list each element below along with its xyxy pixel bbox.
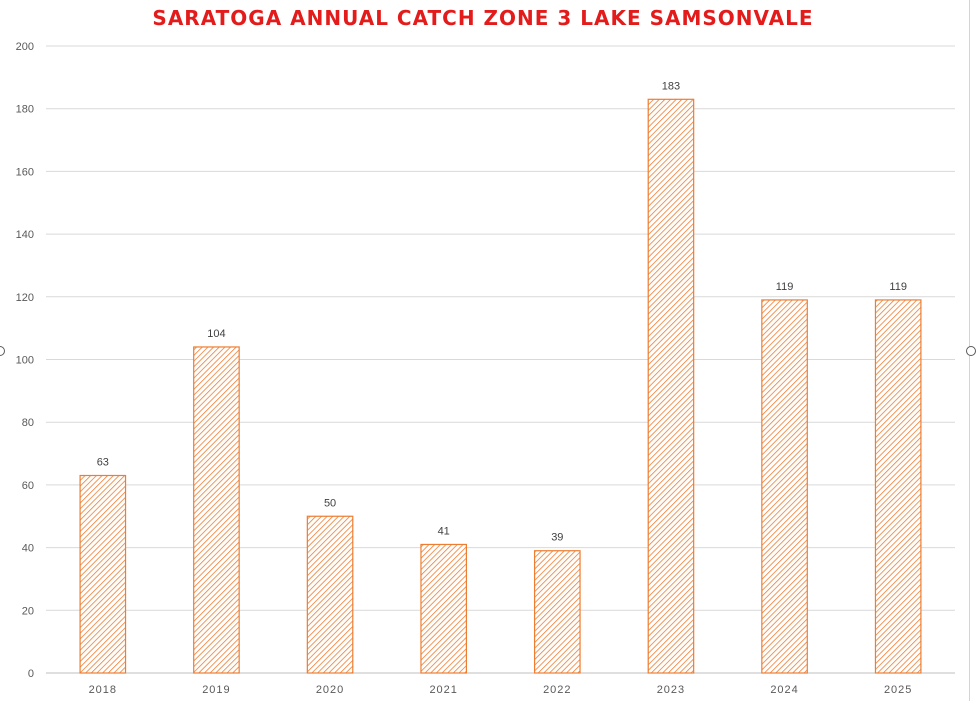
- y-tick-label: 160: [16, 166, 34, 178]
- bar-2019[interactable]: [193, 346, 240, 674]
- x-tick-label-2024: 2024: [770, 684, 798, 696]
- bar-2020[interactable]: [306, 515, 354, 674]
- data-label-2023: 183: [662, 80, 680, 92]
- data-label-2024: 119: [776, 281, 794, 293]
- data-label-2025: 119: [889, 281, 907, 293]
- y-tick-label: 40: [22, 543, 34, 555]
- y-tick-label: 100: [16, 355, 34, 367]
- data-label-2019: 104: [207, 328, 225, 340]
- data-label-2021: 41: [438, 525, 450, 537]
- bar-2022[interactable]: [533, 550, 581, 674]
- y-tick-label: 0: [28, 668, 34, 680]
- y-tick-label: 20: [22, 605, 34, 617]
- x-tick-label-2022: 2022: [543, 684, 571, 696]
- y-tick-label: 80: [22, 417, 34, 429]
- y-tick-label: 200: [16, 41, 34, 53]
- bar-2018[interactable]: [79, 474, 127, 674]
- bar-2023[interactable]: [647, 98, 695, 674]
- y-tick-label: 140: [16, 229, 34, 241]
- y-tick-label: 180: [16, 104, 34, 116]
- x-tick-label-2020: 2020: [316, 684, 344, 696]
- data-label-2022: 39: [551, 532, 563, 544]
- data-labels: 63 104 50 41 39 183 119 119: [97, 80, 907, 543]
- x-axis-ticks: 2018 2019 2020 2021 2022 2023 2024 2025: [89, 684, 912, 696]
- data-label-2018: 63: [97, 456, 109, 468]
- bar-2025[interactable]: [874, 299, 922, 674]
- x-tick-label-2023: 2023: [657, 684, 685, 696]
- y-tick-label: 60: [22, 480, 34, 492]
- x-tick-label-2019: 2019: [202, 684, 230, 696]
- y-tick-label: 120: [16, 292, 34, 304]
- x-tick-label-2025: 2025: [884, 684, 912, 696]
- bars: [79, 98, 922, 674]
- right-resize-handle[interactable]: [966, 346, 976, 356]
- y-axis-ticks: 0 20 40 60 80 100 120 140 160 180 200: [16, 41, 34, 680]
- bar-2021[interactable]: [420, 543, 468, 674]
- x-tick-label-2021: 2021: [429, 684, 457, 696]
- chart-title: SARATOGA ANNUAL CATCH ZONE 3 LAKE SAMSON…: [152, 6, 814, 30]
- x-tick-label-2018: 2018: [89, 684, 117, 696]
- bar-2024[interactable]: [761, 299, 808, 674]
- gridlines: [46, 45, 955, 674]
- data-label-2020: 50: [324, 497, 336, 509]
